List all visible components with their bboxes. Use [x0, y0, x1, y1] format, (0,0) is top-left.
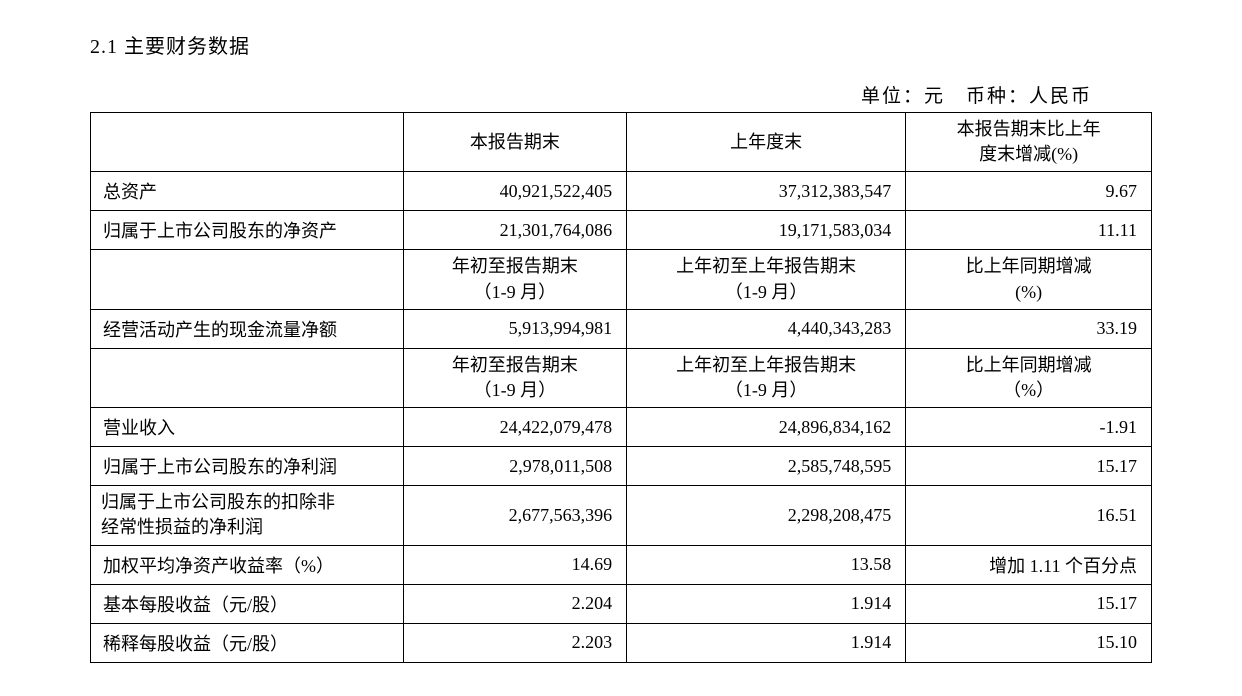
table-row: 稀释每股收益（元/股） 2.203 1.914 15.10 — [91, 623, 1152, 662]
row-value: 15.17 — [906, 584, 1152, 623]
row-value: 增加 1.11 个百分点 — [906, 545, 1152, 584]
row-label-line1: 归属于上市公司股东的扣除非 — [101, 492, 335, 512]
table-row: 总资产 40,921,522,405 37,312,383,547 9.67 — [91, 172, 1152, 211]
header-blank — [91, 113, 404, 172]
table-row: 营业收入 24,422,079,478 24,896,834,162 -1.91 — [91, 408, 1152, 447]
subheader-line1: 比上年同期增减 — [966, 355, 1092, 375]
subheader-ytd-current: 年初至报告期末 （1-9 月） — [403, 250, 626, 309]
table-row: 加权平均净资产收益率（%） 14.69 13.58 增加 1.11 个百分点 — [91, 545, 1152, 584]
subheader-ytd-current: 年初至报告期末 （1-9 月） — [403, 348, 626, 407]
subheader-line2: （1-9 月） — [725, 282, 808, 302]
row-value: 2.204 — [403, 584, 626, 623]
subheader-line2: （1-9 月） — [725, 380, 808, 400]
header-change-pct: 本报告期末比上年 度末增减(%) — [906, 113, 1152, 172]
financial-data-table: 本报告期末 上年度末 本报告期末比上年 度末增减(%) 总资产 40,921,5… — [90, 112, 1152, 663]
section-title: 2.1 主要财务数据 — [90, 30, 1152, 59]
row-label: 总资产 — [91, 172, 404, 211]
row-label-line2: 经常性损益的净利润 — [101, 517, 263, 537]
row-label: 稀释每股收益（元/股） — [91, 623, 404, 662]
subheader-line2: (%) — [1015, 282, 1042, 302]
row-value: 2,978,011,508 — [403, 447, 626, 486]
row-value: 2,298,208,475 — [627, 486, 906, 545]
subheader-line1: 年初至报告期末 — [452, 355, 578, 375]
table-subheader-row-3: 年初至报告期末 （1-9 月） 上年初至上年报告期末 （1-9 月） 比上年同期… — [91, 348, 1152, 407]
row-value: 21,301,764,086 — [403, 211, 626, 250]
unit-currency-line: 单位：元 币种：人民币 — [90, 81, 1152, 108]
row-value: 15.10 — [906, 623, 1152, 662]
table-row: 基本每股收益（元/股） 2.204 1.914 15.17 — [91, 584, 1152, 623]
row-label: 经营活动产生的现金流量净额 — [91, 309, 404, 348]
row-value: 16.51 — [906, 486, 1152, 545]
subheader-blank — [91, 348, 404, 407]
row-label: 归属于上市公司股东的扣除非 经常性损益的净利润 — [91, 486, 404, 545]
row-value: 2.203 — [403, 623, 626, 662]
row-value: 5,913,994,981 — [403, 309, 626, 348]
row-label: 基本每股收益（元/股） — [91, 584, 404, 623]
subheader-line1: 比上年同期增减 — [966, 256, 1092, 276]
header-change-line1: 本报告期末比上年 — [957, 119, 1101, 139]
header-current-period-end: 本报告期末 — [403, 113, 626, 172]
table-header-row-1: 本报告期末 上年度末 本报告期末比上年 度末增减(%) — [91, 113, 1152, 172]
subheader-line1: 上年初至上年报告期末 — [676, 256, 856, 276]
subheader-yoy-change: 比上年同期增减 (%) — [906, 250, 1152, 309]
table-row: 归属于上市公司股东的净资产 21,301,764,086 19,171,583,… — [91, 211, 1152, 250]
row-label: 归属于上市公司股东的净利润 — [91, 447, 404, 486]
table-subheader-row-2: 年初至报告期末 （1-9 月） 上年初至上年报告期末 （1-9 月） 比上年同期… — [91, 250, 1152, 309]
table-row: 经营活动产生的现金流量净额 5,913,994,981 4,440,343,28… — [91, 309, 1152, 348]
row-value: 15.17 — [906, 447, 1152, 486]
subheader-line2: （%） — [1003, 380, 1054, 400]
header-change-line2: 度末增减(%) — [979, 144, 1078, 164]
row-value: 11.11 — [906, 211, 1152, 250]
row-value: 13.58 — [627, 545, 906, 584]
row-value: 2,677,563,396 — [403, 486, 626, 545]
row-label: 加权平均净资产收益率（%） — [91, 545, 404, 584]
row-value: 2,585,748,595 — [627, 447, 906, 486]
row-value: 14.69 — [403, 545, 626, 584]
subheader-ytd-prior: 上年初至上年报告期末 （1-9 月） — [627, 250, 906, 309]
header-prior-year-end: 上年度末 — [627, 113, 906, 172]
subheader-yoy-change: 比上年同期增减 （%） — [906, 348, 1152, 407]
row-value: 37,312,383,547 — [627, 172, 906, 211]
row-value: 1.914 — [627, 584, 906, 623]
table-row: 归属于上市公司股东的扣除非 经常性损益的净利润 2,677,563,396 2,… — [91, 486, 1152, 545]
row-value: 1.914 — [627, 623, 906, 662]
subheader-line1: 上年初至上年报告期末 — [676, 355, 856, 375]
subheader-line2: （1-9 月） — [474, 282, 557, 302]
subheader-line1: 年初至报告期末 — [452, 256, 578, 276]
subheader-ytd-prior: 上年初至上年报告期末 （1-9 月） — [627, 348, 906, 407]
row-value: -1.91 — [906, 408, 1152, 447]
row-value: 19,171,583,034 — [627, 211, 906, 250]
row-label: 营业收入 — [91, 408, 404, 447]
row-value: 33.19 — [906, 309, 1152, 348]
row-value: 24,896,834,162 — [627, 408, 906, 447]
subheader-line2: （1-9 月） — [474, 380, 557, 400]
table-row: 归属于上市公司股东的净利润 2,978,011,508 2,585,748,59… — [91, 447, 1152, 486]
row-value: 40,921,522,405 — [403, 172, 626, 211]
subheader-blank — [91, 250, 404, 309]
row-value: 4,440,343,283 — [627, 309, 906, 348]
row-value: 9.67 — [906, 172, 1152, 211]
row-label: 归属于上市公司股东的净资产 — [91, 211, 404, 250]
row-value: 24,422,079,478 — [403, 408, 626, 447]
